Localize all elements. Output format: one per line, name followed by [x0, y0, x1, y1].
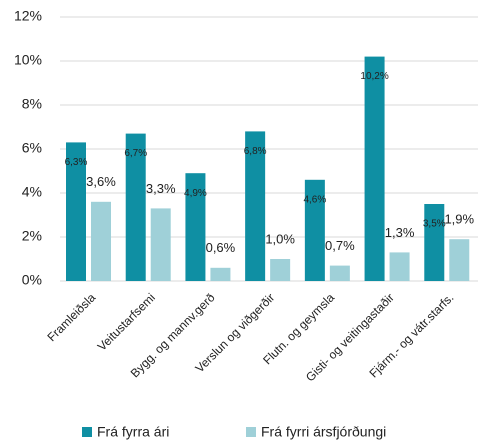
- bar: [91, 201, 111, 281]
- data-label: 3,3%: [146, 181, 176, 196]
- bar: [150, 208, 171, 281]
- data-label: 3,6%: [86, 174, 116, 189]
- legend-swatch: [82, 427, 92, 437]
- x-tick-label: Framleiðsla: [44, 290, 98, 344]
- data-label: 10,2%: [360, 71, 388, 82]
- y-tick-label: 2%: [22, 228, 42, 244]
- bar: [304, 179, 325, 281]
- y-tick-label: 10%: [14, 52, 42, 68]
- legend-swatch: [246, 427, 256, 437]
- bar: [364, 56, 385, 281]
- bar: [270, 259, 291, 281]
- data-label: 6,7%: [124, 148, 147, 159]
- data-label: 0,6%: [206, 240, 236, 255]
- bar: [389, 252, 410, 281]
- bar: [66, 142, 86, 281]
- data-label: 4,9%: [184, 188, 207, 199]
- y-tick-label: 0%: [22, 272, 42, 288]
- data-label: 1,0%: [265, 231, 295, 246]
- bar: [449, 239, 470, 281]
- data-label: 1,3%: [385, 225, 415, 240]
- data-label: 4,6%: [303, 194, 326, 205]
- bar: [210, 267, 231, 281]
- bar: [245, 131, 266, 281]
- data-label: 3,5%: [423, 219, 446, 230]
- y-tick-label: 8%: [22, 96, 42, 112]
- x-tick-label: Veitustarfsemi: [95, 290, 158, 353]
- y-tick-label: 12%: [14, 8, 42, 24]
- data-label: 1,9%: [444, 212, 474, 227]
- bar: [125, 133, 146, 281]
- legend-label: Frá fyrri ársfjórðungi: [261, 424, 386, 440]
- bar: [424, 204, 445, 281]
- data-label: 6,3%: [65, 157, 88, 168]
- bar: [329, 265, 350, 281]
- legend-label: Frá fyrra ári: [97, 424, 169, 440]
- data-label: 6,8%: [244, 146, 267, 157]
- data-label: 0,7%: [325, 238, 355, 253]
- bar: [185, 173, 206, 281]
- y-tick-label: 4%: [22, 184, 42, 200]
- y-tick-label: 6%: [22, 140, 42, 156]
